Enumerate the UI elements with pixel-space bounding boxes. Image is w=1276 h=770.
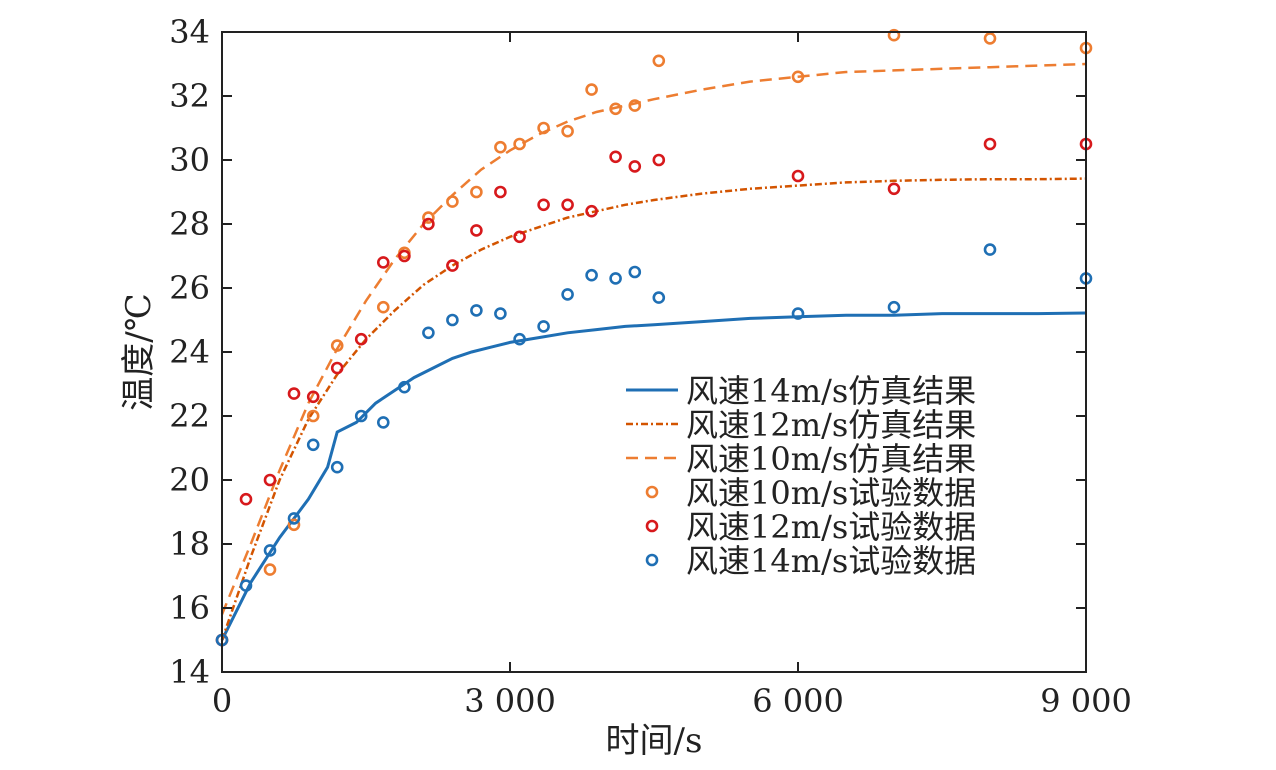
- data-point-series-5: [354, 409, 368, 423]
- data-point-series-5: [446, 313, 459, 327]
- x-tick-label: 0: [212, 682, 232, 720]
- data-point-series-3: [513, 137, 526, 151]
- data-point-series-3: [652, 54, 666, 68]
- plot-marks: [215, 28, 1093, 647]
- data-point-series-4: [791, 169, 805, 183]
- data-point-series-3: [306, 409, 320, 423]
- data-point-series-3: [470, 185, 483, 199]
- data-point-series-5: [609, 272, 622, 285]
- series-line-0: [220, 311, 1087, 641]
- legend-label: 风速10m/s仿真结果: [686, 440, 976, 478]
- series-line-2: [220, 62, 1087, 615]
- data-point-series-4: [376, 256, 390, 269]
- data-point-series-4: [330, 361, 344, 375]
- data-point-series-3: [287, 518, 301, 532]
- data-point-series-5: [376, 416, 390, 429]
- data-point-series-3: [561, 124, 574, 138]
- data-point-series-4: [354, 332, 368, 346]
- y-tick-label: 28: [169, 205, 210, 243]
- data-point-series-3: [263, 563, 277, 576]
- y-tick-label: 20: [169, 461, 210, 499]
- x-tick-label: 3 000: [464, 682, 556, 720]
- series-line-1: [220, 177, 1087, 641]
- data-point-series-3: [537, 121, 550, 135]
- data-point-series-4: [628, 160, 642, 173]
- y-tick-label: 32: [169, 77, 210, 115]
- y-tick-label: 24: [169, 333, 210, 371]
- data-point-series-5: [239, 579, 253, 592]
- data-point-series-3: [422, 211, 435, 224]
- data-point-series-3: [983, 32, 997, 45]
- data-point-series-5: [470, 304, 483, 317]
- legend-swatch: [645, 553, 659, 567]
- data-point-series-5: [887, 300, 901, 314]
- data-point-series-3: [330, 339, 344, 352]
- y-axis-label: 温度/℃: [119, 293, 159, 411]
- y-tick-label: 18: [169, 525, 210, 563]
- legend: 风速14m/s仿真结果风速12m/s仿真结果风速10m/s仿真结果风速10m/s…: [626, 372, 976, 580]
- data-point-series-5: [287, 512, 301, 525]
- data-point-series-3: [628, 99, 642, 112]
- data-point-series-3: [609, 102, 622, 116]
- data-point-series-4: [263, 473, 277, 487]
- data-point-series-4: [513, 230, 526, 244]
- data-point-series-4: [398, 249, 411, 263]
- data-point-series-4: [446, 259, 459, 272]
- legend-swatch: [645, 519, 659, 533]
- y-tick-label: 14: [169, 653, 210, 691]
- data-point-series-5: [983, 243, 997, 256]
- data-point-series-4: [422, 217, 435, 231]
- data-point-series-4: [470, 224, 483, 237]
- data-point-series-3: [446, 195, 459, 208]
- data-point-series-5: [652, 291, 666, 304]
- data-point-series-4: [537, 198, 550, 212]
- data-point-series-4: [494, 185, 507, 199]
- data-point-series-5: [628, 265, 642, 279]
- data-point-series-4: [561, 198, 574, 212]
- data-point-series-4: [983, 137, 997, 151]
- data-point-series-5: [263, 544, 277, 557]
- data-point-series-4: [287, 387, 301, 400]
- legend-label: 风速14m/s试验数据: [686, 542, 976, 580]
- data-point-series-3: [887, 28, 901, 42]
- data-point-series-5: [398, 380, 411, 394]
- y-tick-label: 34: [169, 13, 210, 51]
- data-point-series-3: [791, 70, 805, 84]
- legend-label: 风速12m/s仿真结果: [686, 406, 976, 444]
- data-point-series-3: [585, 83, 598, 96]
- x-axis-label: 时间/s: [606, 721, 703, 761]
- legend-label: 风速14m/s仿真结果: [686, 372, 976, 410]
- data-point-series-4: [239, 492, 253, 506]
- data-point-series-4: [609, 150, 622, 164]
- y-tick-label: 16: [169, 589, 210, 627]
- data-point-series-4: [887, 182, 901, 196]
- data-point-series-3: [494, 140, 507, 154]
- legend-label: 风速10m/s试验数据: [686, 474, 976, 512]
- data-point-series-5: [561, 288, 574, 301]
- data-point-series-5: [494, 307, 507, 320]
- legend-swatch: [645, 485, 659, 499]
- data-point-series-5: [422, 326, 435, 340]
- data-point-series-5: [537, 320, 550, 333]
- y-tick-label: 30: [169, 141, 210, 179]
- data-point-series-4: [585, 204, 598, 218]
- data-point-series-5: [330, 460, 344, 474]
- y-tick-label: 26: [169, 269, 210, 307]
- legend-label: 风速12m/s试验数据: [686, 508, 976, 546]
- x-tick-label: 9 000: [1040, 682, 1132, 720]
- data-point-series-4: [306, 390, 320, 404]
- data-point-series-4: [652, 153, 666, 167]
- data-point-series-5: [791, 307, 805, 320]
- y-tick-label: 22: [169, 397, 210, 435]
- data-point-series-3: [376, 300, 390, 314]
- data-point-series-5: [585, 268, 598, 282]
- axis-ticks: 0 3 000 6 000 9 000 14 16 18 20 22 24 26 28 30 32 34: [169, 13, 1132, 720]
- x-tick-label: 6 000: [752, 682, 844, 720]
- data-point-series-5: [513, 332, 526, 346]
- data-point-series-5: [306, 438, 320, 452]
